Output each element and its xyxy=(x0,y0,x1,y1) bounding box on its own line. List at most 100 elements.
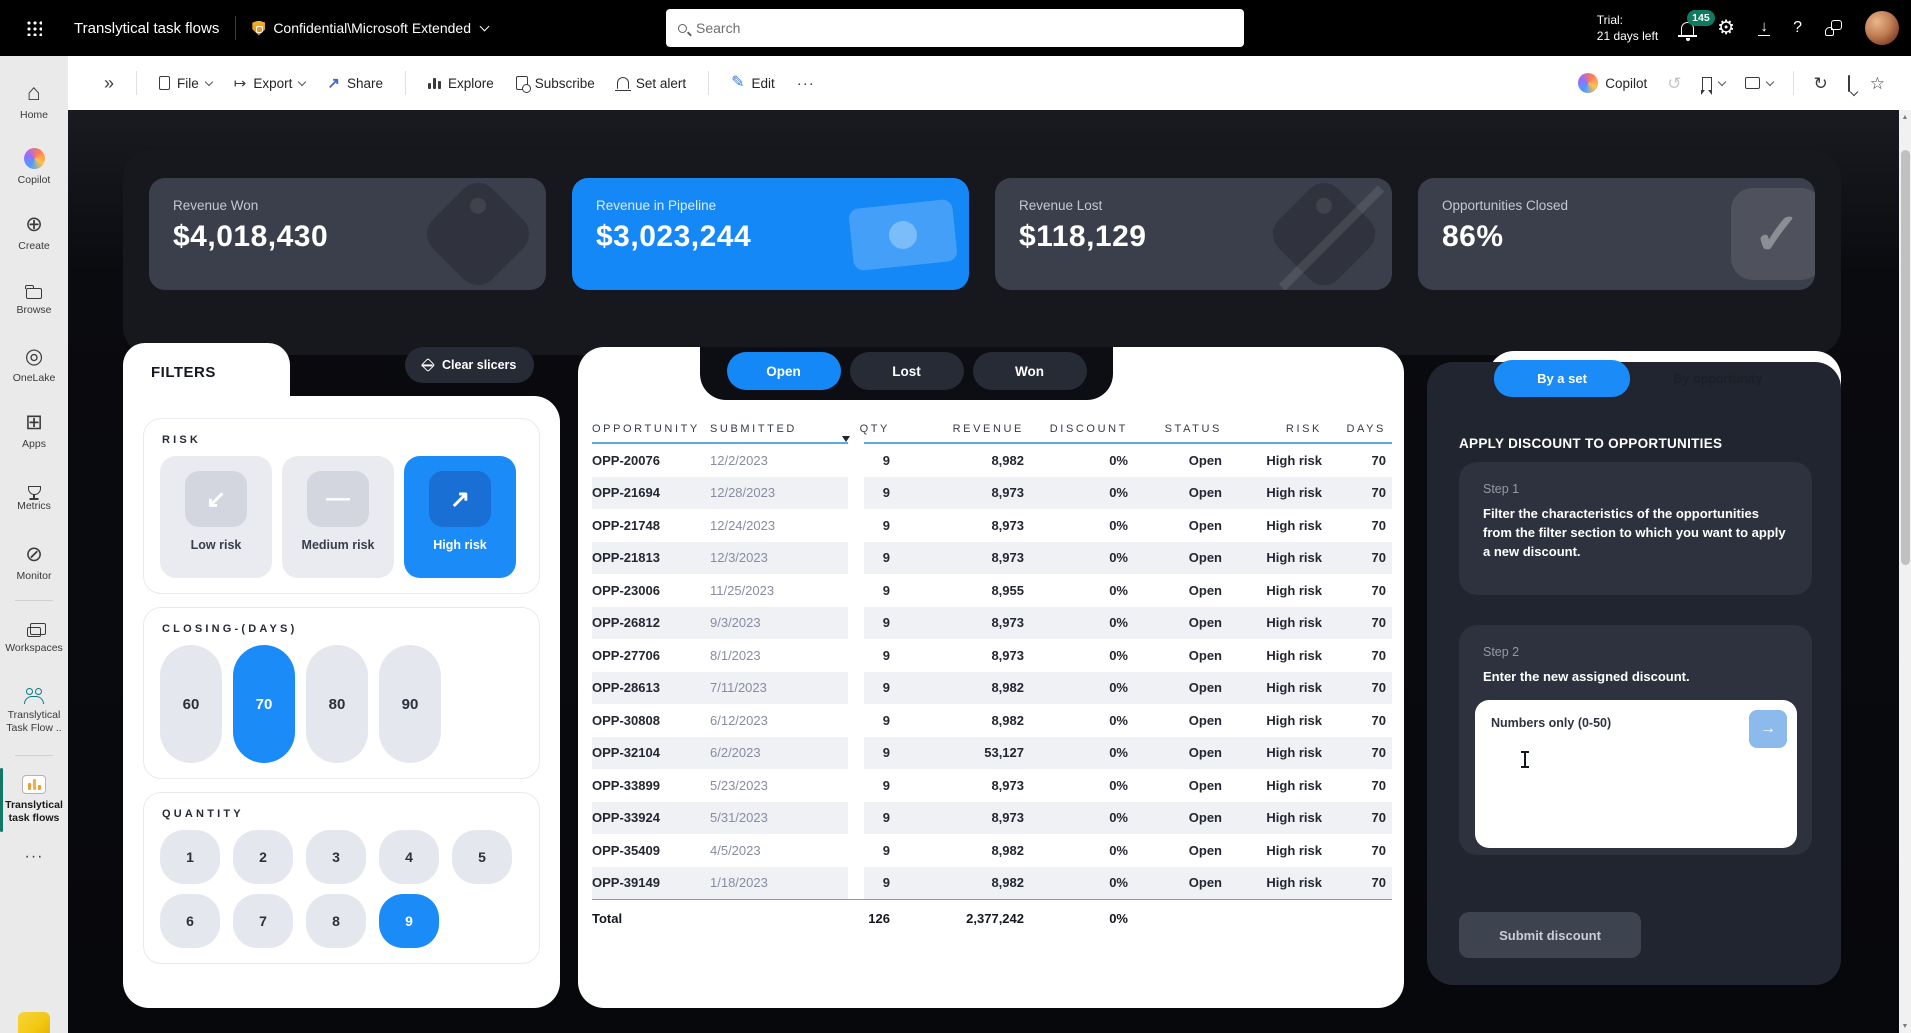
share-button[interactable]: ↗ Share xyxy=(327,76,383,91)
sensitivity-label-dropdown[interactable]: Confidential\Microsoft Extended xyxy=(252,20,490,36)
table-row[interactable]: OPP-33899 5/23/2023 9 8,973 0% Open High… xyxy=(592,769,1392,802)
status-tab[interactable]: Won xyxy=(972,352,1087,390)
search-input[interactable] xyxy=(696,20,1196,36)
more-options-button[interactable]: ··· xyxy=(797,75,815,92)
table-row[interactable]: OPP-35409 4/5/2023 9 8,982 0% Open High … xyxy=(592,834,1392,867)
closing-days-option[interactable]: 70 xyxy=(233,645,295,763)
quantity-option[interactable]: 4 xyxy=(379,830,439,884)
table-row[interactable]: OPP-26812 9/3/2023 9 8,973 0% Open High … xyxy=(592,606,1392,639)
risk-option[interactable]: — Medium risk xyxy=(282,456,394,578)
kpi-revenue-in-pipeline[interactable]: Revenue in Pipeline $3,023,244 xyxy=(572,178,969,290)
status-tab[interactable]: Lost xyxy=(849,352,964,390)
cell-opportunity: OPP-33899 xyxy=(592,777,660,793)
scroll-down-arrow-icon[interactable]: ▼ xyxy=(1901,1022,1909,1030)
sidebar-item-monitor[interactable]: ⊘ Monitor xyxy=(16,542,52,582)
col-discount[interactable]: DISCOUNT xyxy=(1049,423,1128,435)
app-launcher-icon[interactable] xyxy=(26,20,42,36)
sidebar-item-metrics[interactable]: Metrics xyxy=(0,464,68,530)
favorite-button[interactable]: ☆ xyxy=(1870,75,1885,92)
discount-input-box[interactable]: → xyxy=(1475,699,1797,848)
table-row[interactable]: OPP-21813 12/3/2023 9 8,973 0% Open High… xyxy=(592,541,1392,574)
tab-by-a-set[interactable]: By a set xyxy=(1494,360,1630,397)
cell-submitted: 1/18/2023 xyxy=(710,875,768,891)
submit-discount-button[interactable]: Submit discount xyxy=(1459,912,1641,958)
refresh-button[interactable]: ↻ xyxy=(1814,75,1828,92)
quantity-option[interactable]: 9 xyxy=(379,894,439,948)
bookmarks-button[interactable] xyxy=(1700,76,1726,95)
subscribe-button[interactable]: Subscribe xyxy=(515,76,595,93)
quantity-option[interactable]: 6 xyxy=(160,894,220,948)
apply-discount-arrow-button[interactable]: → xyxy=(1749,709,1787,748)
expand-pane-button[interactable]: » xyxy=(104,73,114,94)
quantity-option[interactable]: 2 xyxy=(233,830,293,884)
document-icon xyxy=(159,76,171,90)
table-row[interactable]: OPP-21694 12/28/2023 9 8,973 0% Open Hig… xyxy=(592,476,1392,509)
col-submitted[interactable]: SUBMITTED xyxy=(710,423,850,442)
copilot-button[interactable]: Copilot xyxy=(1578,73,1647,93)
sidebar-item-onelake[interactable]: ◎ OneLake xyxy=(12,344,56,384)
kpi-revenue-won[interactable]: Revenue Won $4,018,430 xyxy=(149,178,546,290)
closing-days-option[interactable]: 60 xyxy=(160,645,222,763)
sidebar-item-apps[interactable]: ⊞ Apps xyxy=(22,410,46,450)
clear-slicers-button[interactable]: Clear slicers xyxy=(405,347,535,383)
global-search[interactable] xyxy=(666,9,1244,47)
help-button[interactable]: ? xyxy=(1793,19,1802,37)
col-qty[interactable]: QTY xyxy=(859,423,890,435)
cell-revenue: 8,982 xyxy=(991,680,1024,696)
sidebar-item-workspaces[interactable]: Workspaces xyxy=(0,605,68,671)
quantity-option[interactable]: 1 xyxy=(160,830,220,884)
table-row[interactable]: OPP-23006 11/25/2023 9 8,955 0% Open Hig… xyxy=(592,574,1392,607)
sidebar-item-translytical-report[interactable]: Translytical task flows xyxy=(0,760,68,840)
closing-days-option[interactable]: 90 xyxy=(379,645,441,763)
status-tab[interactable]: Open xyxy=(726,352,841,390)
export-menu-button[interactable]: ↦ Export xyxy=(234,76,307,91)
table-row[interactable]: OPP-30808 6/12/2023 9 8,982 0% Open High… xyxy=(592,704,1392,737)
scrollbar-thumb[interactable] xyxy=(1900,150,1910,565)
scroll-up-arrow-icon[interactable]: ▲ xyxy=(1901,113,1909,121)
sidebar-item-home[interactable]: ⌂ Home xyxy=(19,78,48,121)
discount-input[interactable] xyxy=(1491,715,1721,730)
file-menu-button[interactable]: File xyxy=(159,76,214,91)
quantity-option[interactable]: 8 xyxy=(306,894,366,948)
table-row[interactable]: OPP-21748 12/24/2023 9 8,973 0% Open Hig… xyxy=(592,509,1392,542)
notifications-button[interactable]: 145 xyxy=(1678,9,1715,37)
kpi-opportunities-closed[interactable]: ✓ Opportunities Closed 86% xyxy=(1418,178,1815,290)
comments-button[interactable] xyxy=(1847,74,1850,92)
table-row[interactable]: OPP-27706 8/1/2023 9 8,973 0% Open High … xyxy=(592,639,1392,672)
col-opportunity[interactable]: OPPORTUNITY xyxy=(592,423,700,435)
quantity-option[interactable]: 5 xyxy=(452,830,512,884)
table-row[interactable]: OPP-28613 7/11/2023 9 8,982 0% Open High… xyxy=(592,671,1392,704)
undo-button[interactable]: ↺ xyxy=(1667,75,1681,92)
quantity-option[interactable]: 7 xyxy=(233,894,293,948)
table-row[interactable]: OPP-32104 6/2/2023 9 53,127 0% Open High… xyxy=(592,736,1392,769)
set-alert-button[interactable]: Set alert xyxy=(614,76,686,91)
sidebar-item-browse[interactable]: Browse xyxy=(0,266,68,332)
risk-option[interactable]: ↙ Low risk xyxy=(160,456,272,578)
sidebar-item-create[interactable]: ⊕ Create xyxy=(18,212,50,252)
col-risk[interactable]: RISK xyxy=(1285,423,1322,435)
edit-button[interactable]: ✎ Edit xyxy=(731,75,775,91)
risk-option[interactable]: ↗ High risk xyxy=(404,456,516,578)
quantity-option[interactable]: 3 xyxy=(306,830,366,884)
view-button[interactable] xyxy=(1744,77,1774,89)
kpi-revenue-lost[interactable]: Revenue Lost $118,129 xyxy=(995,178,1392,290)
closing-days-option[interactable]: 80 xyxy=(306,645,368,763)
table-row[interactable]: OPP-20076 12/2/2023 9 8,982 0% Open High… xyxy=(592,444,1392,477)
col-revenue[interactable]: REVENUE xyxy=(952,423,1024,435)
account-avatar[interactable] xyxy=(1865,11,1899,45)
sidebar-item-copilot[interactable]: Copilot xyxy=(0,134,68,200)
explore-button[interactable]: Explore xyxy=(428,76,494,91)
right-arrow-icon: → xyxy=(1760,719,1776,737)
settings-button[interactable]: ⚙ xyxy=(1717,18,1735,38)
feedback-button[interactable] xyxy=(1825,20,1842,36)
tab-by-opportunity[interactable]: By opportunity xyxy=(1673,371,1763,386)
download-button[interactable]: ↓ xyxy=(1758,19,1771,37)
table-row[interactable]: OPP-33924 5/31/2023 9 8,973 0% Open High… xyxy=(592,801,1392,834)
page-scrollbar[interactable]: ▲ ▼ xyxy=(1899,110,1911,1033)
sidebar-more-button[interactable]: ··· xyxy=(0,840,68,874)
sidebar-item-translytical-workspace[interactable]: Translytical Task Flow .. xyxy=(0,671,68,751)
table-row[interactable]: OPP-39149 1/18/2023 9 8,982 0% Open High… xyxy=(592,866,1392,899)
explore-icon xyxy=(428,77,441,89)
col-days[interactable]: DAYS xyxy=(1346,423,1386,435)
col-status[interactable]: STATUS xyxy=(1164,423,1222,435)
